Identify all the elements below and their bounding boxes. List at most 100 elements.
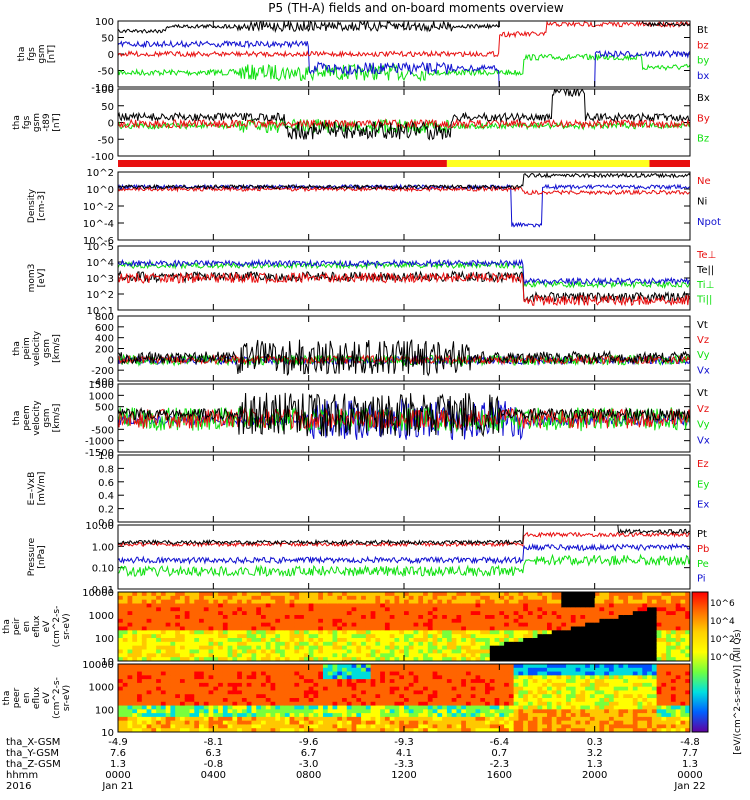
heatmap-cell — [585, 664, 591, 669]
heatmap-cell — [480, 679, 486, 684]
heatmap-cell — [504, 595, 510, 601]
heatmap-cell — [232, 728, 238, 732]
heatmap-cell — [232, 626, 238, 631]
heatmap-cell — [151, 618, 157, 624]
heatmap-cell — [628, 622, 634, 628]
heatmap-cell — [461, 664, 467, 669]
heatmap-cell — [342, 595, 348, 601]
heatmap-cell — [651, 671, 658, 676]
heatmap-cell — [423, 698, 429, 703]
heatmap-cell — [389, 607, 396, 612]
heatmap-cell — [628, 618, 634, 624]
heatmap-cell — [160, 705, 167, 710]
heatmap-cell — [465, 713, 472, 718]
heatmap-cell — [613, 671, 620, 676]
heatmap-cell — [218, 622, 224, 628]
heatmap-cell — [513, 701, 519, 707]
heatmap-cell — [432, 724, 438, 729]
heatmap-cell — [518, 630, 524, 635]
heatmap-cell — [642, 716, 648, 722]
heatmap-cell — [566, 667, 572, 673]
heatmap-cell — [647, 599, 653, 605]
heatmap-cell — [599, 713, 605, 718]
heatmap-cell — [299, 645, 305, 651]
heatmap-cell — [289, 638, 295, 643]
heatmap-cell — [485, 645, 491, 651]
heatmap-cell — [299, 716, 305, 722]
heatmap-cell — [632, 690, 639, 695]
heatmap-cell — [313, 698, 319, 703]
heatmap-cell — [656, 724, 662, 729]
heatmap-cell — [384, 679, 391, 684]
heatmap-cell — [237, 716, 243, 722]
heatmap-cell — [170, 690, 176, 695]
heatmap-cell — [261, 592, 267, 597]
heatmap-cell — [375, 720, 381, 726]
heatmap-cell — [175, 607, 181, 612]
heatmap-cell — [485, 626, 491, 631]
heatmap-cell — [289, 713, 295, 718]
heatmap-cell — [570, 690, 577, 695]
heatmap-cell — [189, 638, 195, 643]
heatmap-cell — [370, 653, 376, 658]
heatmap-cell — [361, 724, 367, 729]
heatmap-cell — [437, 686, 443, 692]
heatmap-cell — [160, 611, 167, 616]
heatmap-cell — [308, 709, 315, 714]
heatmap-cell — [413, 690, 419, 695]
heatmap-cell — [213, 649, 219, 654]
heatmap-cell — [327, 592, 334, 597]
heatmap-cell — [404, 694, 410, 699]
heatmap-cell — [670, 675, 677, 680]
heatmap-cell — [351, 603, 357, 608]
heatmap-cell — [308, 664, 315, 669]
heatmap-cell — [156, 618, 162, 624]
heatmap-cell — [508, 595, 515, 601]
heatmap-cell — [661, 698, 667, 703]
heatmap-cell — [332, 675, 338, 680]
heatmap-cell — [318, 698, 324, 703]
heatmap-cell — [303, 653, 310, 658]
heatmap-cell — [485, 595, 491, 601]
heatmap-cell — [442, 713, 448, 718]
heatmap-cell — [685, 716, 690, 722]
heatmap-cell — [551, 671, 558, 676]
heatmap-cell — [489, 630, 496, 635]
heatmap-cell — [423, 679, 429, 684]
heatmap-cell — [628, 645, 634, 651]
heatmap-cell — [222, 626, 229, 631]
heatmap-cell — [651, 728, 658, 732]
legend-temperature-Ti||: Ti|| — [696, 295, 712, 306]
heatmap-cell — [489, 611, 496, 616]
heatmap-cell — [275, 622, 281, 628]
heatmap-cell — [394, 671, 400, 676]
heatmap-cell — [294, 682, 300, 688]
heatmap-cell — [346, 638, 353, 643]
heatmap-cell — [237, 690, 243, 695]
heatmap-cell — [261, 645, 267, 651]
heatmap-cell — [585, 728, 591, 732]
heatmap-cell — [685, 724, 690, 729]
heatmap-cell — [246, 599, 253, 605]
heatmap-cell — [423, 716, 429, 722]
heatmap-cell — [566, 595, 572, 601]
heatmap-cell — [399, 603, 405, 608]
heatmap-cell — [237, 645, 243, 651]
heatmap-cell — [580, 709, 586, 714]
heatmap-cell — [585, 641, 591, 647]
heatmap-cell — [261, 653, 267, 658]
heatmap-cell — [575, 720, 581, 726]
heatmap-cell — [232, 701, 238, 707]
heatmap-cell — [118, 638, 124, 643]
heatmap-cell — [365, 728, 372, 732]
heatmap-cell — [475, 679, 481, 684]
heatmap-cell — [351, 728, 357, 732]
heatmap-cell — [561, 618, 567, 624]
heatmap-cell — [327, 686, 334, 692]
heatmap-cell — [303, 638, 310, 643]
heatmap-cell — [389, 698, 396, 703]
heatmap-cell — [275, 603, 281, 608]
heatmap-cell — [570, 645, 577, 651]
heatmap-cell — [227, 713, 233, 718]
heatmap-cell — [642, 701, 648, 707]
